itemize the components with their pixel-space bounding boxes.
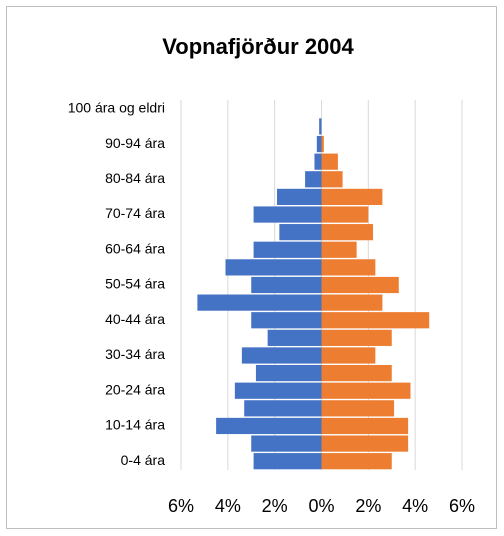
bar <box>253 206 322 223</box>
bar <box>321 435 409 452</box>
bar <box>253 241 322 258</box>
bar <box>321 312 430 329</box>
bar <box>321 188 383 206</box>
bar <box>321 241 357 258</box>
y-tick-label: 90-94 ára <box>105 135 165 151</box>
y-tick-label: 30-34 ára <box>105 346 165 362</box>
bar <box>216 417 322 435</box>
bar <box>234 382 322 399</box>
chart-title: Vopnafjörður 2004 <box>162 34 354 59</box>
x-tick-label: 6% <box>168 496 194 516</box>
bar <box>321 453 392 470</box>
x-tick-label: 2% <box>262 496 288 516</box>
y-tick-label: 50-54 ára <box>105 276 165 292</box>
bar <box>321 329 392 346</box>
bar <box>225 259 322 276</box>
bar <box>321 153 338 170</box>
bar <box>321 400 395 417</box>
bar <box>319 118 322 135</box>
y-tick-label: 80-84 ára <box>105 170 165 186</box>
bar <box>267 329 322 346</box>
bar <box>251 276 322 294</box>
bar <box>251 435 322 452</box>
x-tick-label: 0% <box>308 496 334 516</box>
y-tick-label: 70-74 ára <box>105 205 165 221</box>
bar <box>251 312 322 329</box>
bar <box>321 364 392 382</box>
bar <box>321 276 399 294</box>
bar <box>316 135 322 153</box>
bar <box>321 347 376 364</box>
y-tick-label: 20-24 ára <box>105 381 165 397</box>
y-tick-label: 0-4 ára <box>121 452 166 468</box>
y-tick-label: 100 ára og eldri <box>68 100 165 116</box>
bar <box>241 347 322 364</box>
x-tick-label: 4% <box>215 496 241 516</box>
bar <box>314 153 322 170</box>
y-tick-label: 60-64 ára <box>105 240 165 256</box>
bar <box>244 400 322 417</box>
bar <box>277 188 322 206</box>
y-tick-label: 40-44 ára <box>105 311 165 327</box>
bar <box>253 453 322 470</box>
bar <box>255 364 322 382</box>
bar <box>321 294 383 311</box>
y-tick-label: 10-14 ára <box>105 417 165 433</box>
x-tick-label: 6% <box>449 496 475 516</box>
bar <box>321 382 411 399</box>
bar <box>321 224 374 241</box>
bar <box>321 259 376 276</box>
bar <box>321 206 369 223</box>
bar <box>321 171 343 188</box>
bar <box>321 417 409 435</box>
x-tick-label: 2% <box>355 496 381 516</box>
bar <box>197 294 322 311</box>
bar <box>305 171 322 188</box>
bar <box>321 135 324 153</box>
x-tick-label: 4% <box>402 496 428 516</box>
bar <box>279 224 322 241</box>
